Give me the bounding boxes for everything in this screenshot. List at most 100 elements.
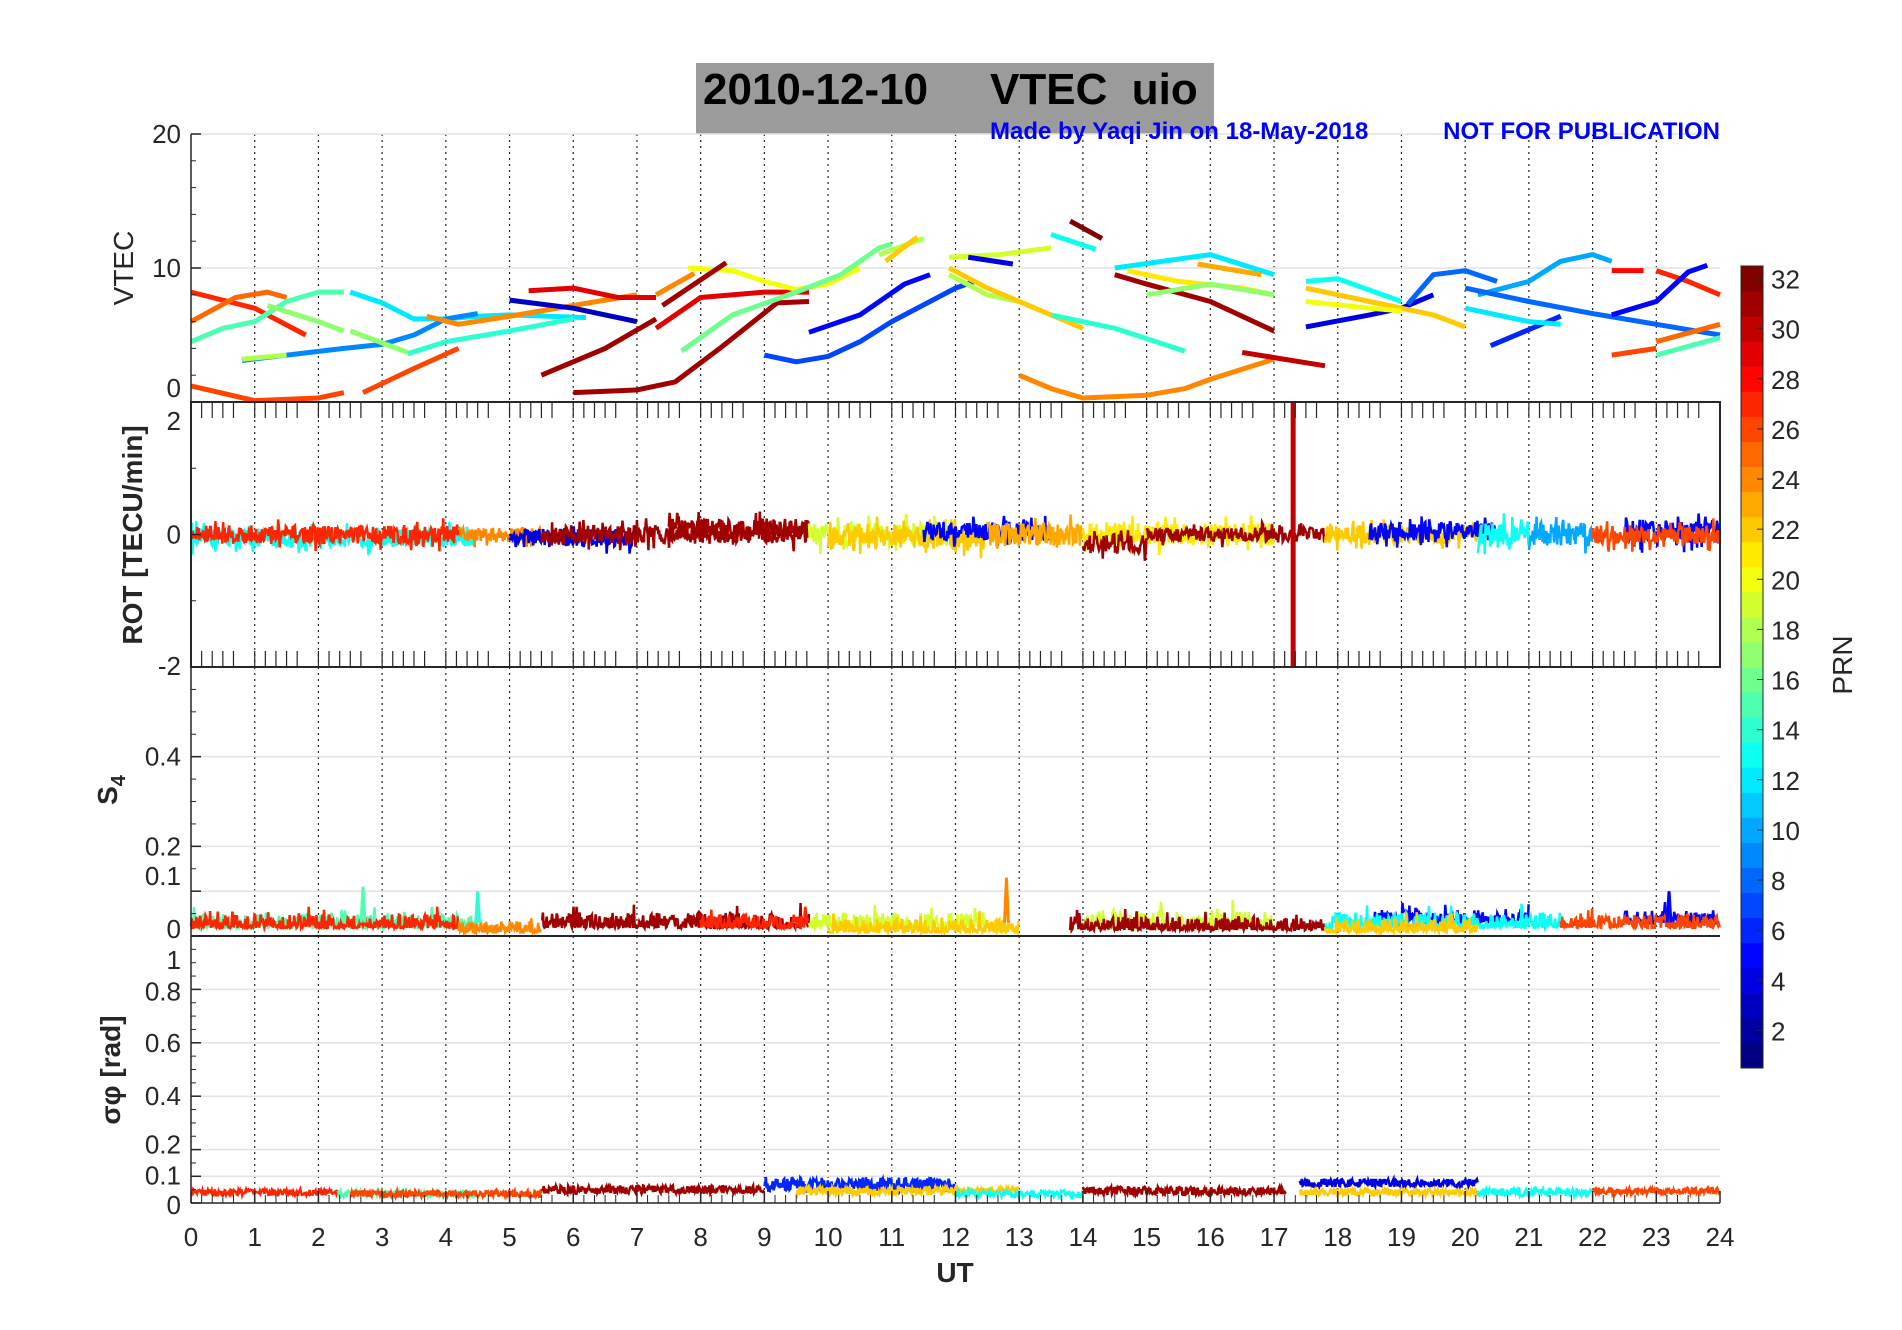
vtec-arc-prn-12 — [1464, 305, 1561, 327]
colorbar-tick-label: 8 — [1771, 866, 1785, 896]
y-tick-label: 0.1 — [145, 861, 181, 891]
colorbar-swatch-3 — [1741, 992, 1763, 1019]
colorbar-swatch-30 — [1741, 316, 1763, 342]
vtec-arc-prn-20 — [687, 265, 862, 292]
sigma_phi-series-prn-4 — [1298, 1174, 1479, 1192]
x-tick-label: 1 — [247, 1222, 261, 1252]
colorbar-swatch-22 — [1741, 516, 1763, 543]
colorbar-swatch-23 — [1741, 491, 1763, 518]
x-tick-label: 19 — [1387, 1222, 1416, 1252]
rot-series-prn-22 — [826, 516, 989, 559]
vtec-arc-prn-4 — [967, 254, 1014, 267]
colorbar-swatch-28 — [1741, 366, 1763, 392]
y-tick-label: 0 — [167, 1190, 181, 1220]
vtec-arc-prn-13 — [1305, 276, 1403, 304]
title-name: VTEC uio — [990, 65, 1198, 114]
colorbar-swatch-24 — [1741, 466, 1763, 493]
colorbar-tick-label: 22 — [1771, 515, 1800, 545]
x-tick-label: 5 — [502, 1222, 516, 1252]
sigma-ylabel: σφ [rad] — [95, 1015, 126, 1124]
x-tick-label: 6 — [566, 1222, 580, 1252]
vtec-arc-prn-25 — [1655, 321, 1721, 345]
sigma_phi-series-prn-22 — [1298, 1184, 1479, 1201]
colorbar-tick-label: 10 — [1771, 816, 1800, 846]
y-tick-label: 0.4 — [145, 1081, 181, 1111]
x-tick-label: 21 — [1514, 1222, 1543, 1252]
y-tick-label: -2 — [158, 651, 181, 681]
rot-ylabel: ROT [TECU/min] — [117, 425, 148, 644]
colorbar-swatch-15 — [1741, 692, 1763, 718]
rot-series-prn-23 — [986, 514, 1084, 550]
s4-series-prn-22 — [1323, 912, 1479, 938]
colorbar-tick-label: 20 — [1771, 565, 1800, 595]
colorbar-tick-label: 26 — [1771, 415, 1800, 445]
s4-series-prn-26 — [1559, 908, 1721, 932]
vtec-arc-prn-26 — [190, 383, 345, 404]
colorbar-tick-label: 14 — [1771, 716, 1800, 746]
vtec-arc-prn-31 — [661, 260, 728, 308]
colorbar-swatch-17 — [1741, 641, 1763, 668]
vtec-arc-prn-10 — [1477, 252, 1613, 298]
colorbar-swatch-11 — [1741, 792, 1763, 818]
vtec-arc-prn-26 — [1611, 345, 1657, 358]
x-tick-label: 17 — [1260, 1222, 1289, 1252]
vtec-arc-prn-15 — [190, 289, 344, 345]
vtec-arc-prn-17 — [349, 328, 409, 355]
colorbar-swatch-18 — [1741, 616, 1763, 643]
vtec-arc-prn-23 — [1197, 261, 1262, 278]
rot-series-prn-10 — [1527, 516, 1594, 554]
x-axis-label: UT — [936, 1257, 973, 1288]
x-tick-label: 22 — [1578, 1222, 1607, 1252]
sigma_phi-series-prn-13 — [1476, 1184, 1593, 1202]
colorbar-tick-label: 28 — [1771, 365, 1800, 395]
vtec-arc-prn-9 — [241, 311, 479, 363]
colorbar-swatch-26 — [1741, 416, 1763, 442]
y-tick-label: 0 — [167, 520, 181, 550]
y-tick-label: 0.6 — [145, 1028, 181, 1058]
vtec-arc-prn-30 — [1241, 349, 1326, 369]
vtec-arc-prn-27 — [190, 289, 307, 338]
vtec-arc-prn-15 — [1655, 335, 1721, 358]
vtec-arc-prn-20 — [1305, 299, 1402, 314]
sigma_phi-series-prn-31 — [1081, 1182, 1287, 1200]
x-tick-label: 7 — [630, 1222, 644, 1252]
vtec-arc-prn-5 — [1610, 262, 1709, 318]
colorbar-swatch-6 — [1741, 917, 1763, 944]
colorbar-swatch-32 — [1741, 266, 1763, 292]
rot-series-prn-4 — [508, 526, 638, 554]
vtec-arc-prn-13 — [1050, 232, 1097, 252]
x-tick-label: 16 — [1196, 1222, 1225, 1252]
notice-text: NOT FOR PUBLICATION — [1443, 118, 1720, 145]
colorbar-label: PRN — [1827, 635, 1858, 694]
sigma_phi-series-prn-27 — [189, 1184, 339, 1201]
vtec-ylabel: VTEC — [108, 231, 139, 306]
colorbar-tick-label: 4 — [1771, 966, 1785, 996]
vtec-arc-prn-29 — [528, 285, 657, 300]
y-tick-label: 20 — [152, 119, 181, 149]
sigma_phi-series-prn-26 — [1591, 1183, 1721, 1200]
colorbar-swatch-9 — [1741, 842, 1763, 868]
colorbar-swatch-4 — [1741, 967, 1763, 994]
rot-series-prn-27 — [189, 518, 460, 552]
vtec-arc-prn-17 — [1146, 281, 1275, 298]
colorbar-swatch-21 — [1741, 541, 1763, 568]
s4-series-prn-19 — [807, 904, 989, 933]
x-tick-label: 14 — [1068, 1222, 1097, 1252]
x-tick-label: 18 — [1323, 1222, 1352, 1252]
rot-series-prn-5 — [1368, 516, 1498, 548]
y-tick-label: 2 — [167, 406, 181, 436]
y-tick-label: 10 — [152, 253, 181, 283]
x-tick-label: 4 — [439, 1222, 453, 1252]
vtec-arc-prn-18 — [241, 352, 287, 362]
vtec-arc-prn-32 — [1068, 218, 1104, 241]
vtec-arc-prn-24 — [654, 271, 696, 297]
s4-ylabel-text: S4 — [92, 774, 130, 805]
vtec-arc-prn-29 — [654, 289, 809, 331]
vtec-arc-prn-22 — [1305, 285, 1467, 330]
vtec-arc-prn-22 — [947, 265, 1084, 331]
x-tick-label: 20 — [1451, 1222, 1480, 1252]
s4-series-prn-31 — [1068, 908, 1326, 935]
y-tick-label: 0.1 — [145, 1160, 181, 1190]
vtec-arc-prn-24 — [1018, 356, 1275, 401]
